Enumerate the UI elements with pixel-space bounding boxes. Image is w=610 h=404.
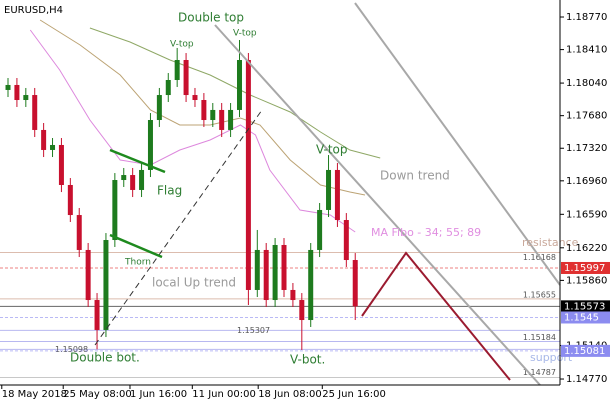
level-label: 1.15098 <box>55 345 88 354</box>
y-tick-label: 1.18410 <box>566 45 607 56</box>
x-tick-label: 18 May 2018 <box>2 389 67 400</box>
annotation: V-top <box>316 143 348 157</box>
chart-title: EURUSD,H4 <box>4 5 63 16</box>
annotation: Flag <box>157 184 182 198</box>
forecast-arrow <box>361 251 511 381</box>
candle-body <box>121 175 127 181</box>
candle-body <box>139 169 145 190</box>
candle-body <box>299 300 305 321</box>
price-box-label: 1.15997 <box>564 263 605 274</box>
candle-body <box>147 120 153 170</box>
price-box <box>561 344 610 357</box>
candle-body <box>112 180 118 241</box>
annotation: MA Fibo - 34; 55; 89 <box>371 226 481 239</box>
level-label: 1.15184 <box>523 333 556 342</box>
y-tick-label: 1.16960 <box>566 176 607 187</box>
candle-body <box>103 240 109 330</box>
candle-body <box>183 60 189 96</box>
annotation: Double bot. <box>70 351 140 365</box>
axes: 1.18770 1.18410 1.18040 1.17680 1.17320 1.169… <box>1 12 610 400</box>
annotation: V-bot. <box>290 353 325 367</box>
candle-body <box>290 289 296 301</box>
y-tick-label: 1.17680 <box>566 111 607 122</box>
moving-average <box>29 29 356 233</box>
down-trend-line <box>354 2 561 286</box>
x-tick-label: 1 Jun 16:00 <box>130 389 187 400</box>
up-trend-line <box>94 109 263 346</box>
level-label: 1.14787 <box>523 368 556 377</box>
candle-body <box>156 95 162 121</box>
candle-body <box>272 244 278 301</box>
flag-line <box>109 148 166 174</box>
candle-body <box>343 220 349 261</box>
level-label: 1.15307 <box>237 326 270 335</box>
candle-body <box>14 84 20 101</box>
price-box-label: 1.15081 <box>564 346 605 357</box>
annotation: local Up trend <box>152 276 236 290</box>
candle-body <box>94 300 100 330</box>
candles <box>5 40 358 350</box>
candle-body <box>281 244 287 290</box>
y-tick-label: 1.18040 <box>566 78 607 89</box>
annotation: resistance <box>522 236 579 249</box>
level-label: 1.15655 <box>523 290 556 299</box>
candle-body <box>317 209 323 250</box>
annotation: V-top <box>170 40 194 50</box>
candle-body <box>58 144 64 185</box>
candle-body <box>41 129 47 150</box>
candle-body <box>245 60 251 290</box>
candle-body <box>67 184 73 216</box>
candle-body <box>130 175 136 190</box>
down-trend-line <box>214 24 541 386</box>
candle-body <box>228 109 234 130</box>
candle-body <box>210 109 216 121</box>
y-tick-label: 1.16590 <box>566 209 607 220</box>
candle-body <box>334 169 340 221</box>
y-tick-label: 1.15860 <box>566 275 607 286</box>
annotation: V-top <box>233 29 257 39</box>
price-box-label: 1.1545 <box>564 312 599 323</box>
y-tick-label: 1.17320 <box>566 143 607 154</box>
flag-line <box>109 233 163 259</box>
candle-body <box>50 144 56 150</box>
candle-body <box>308 249 314 321</box>
annotation: Thorn <box>124 258 151 268</box>
y-tick-label: 1.14770 <box>566 374 607 385</box>
x-tick-label: 25 Jun 16:00 <box>322 389 386 400</box>
candle-body <box>32 95 38 130</box>
candle-body <box>236 60 242 110</box>
annotation: Down trend <box>380 169 450 183</box>
candle-body <box>201 100 207 121</box>
candle-body <box>352 260 358 307</box>
price-box <box>561 261 610 274</box>
candle-body <box>192 95 198 101</box>
candle-body <box>5 84 11 90</box>
candle-body <box>254 249 260 290</box>
x-tick-label: 18 Jun 08:00 <box>258 389 322 400</box>
price-box-label: 1.15573 <box>564 301 605 312</box>
candle-body <box>174 60 180 81</box>
x-tick-label: 25 May 08:00 <box>63 389 132 400</box>
y-tick-label: 1.18770 <box>566 12 607 23</box>
candle-body <box>165 80 171 96</box>
candle-body <box>219 109 225 130</box>
price-box <box>561 300 610 313</box>
candle-body <box>85 249 91 301</box>
price-box <box>561 311 610 324</box>
moving-average <box>39 19 366 196</box>
candle-body <box>23 95 29 101</box>
y-tick-label: 1.16220 <box>566 243 607 254</box>
annotation: Double top <box>178 11 244 25</box>
candle-body <box>76 215 82 250</box>
candle-body <box>263 249 269 301</box>
x-tick-label: 11 Jun 00:00 <box>192 389 256 400</box>
candle-body <box>326 169 332 210</box>
